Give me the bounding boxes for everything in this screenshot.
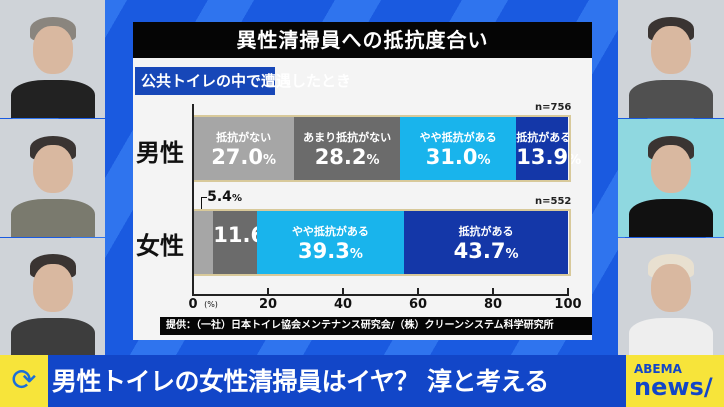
x-tick-mark [567,288,569,294]
segment-value: 13.9% [516,145,582,169]
x-tick-mark [267,288,269,294]
x-tick-mark [417,288,419,294]
x-tick-mark [192,288,194,294]
x-axis-unit: (%) [204,300,218,309]
segment-value: 28.2% [314,145,380,169]
segment-label: 抵抗がある [516,131,572,144]
bar-segment: 11.6% [213,209,278,276]
bar-segment: 抵抗がある 13.9% [516,115,582,182]
x-tick-label: 80 [483,297,503,312]
panelist-video [618,119,724,237]
bar-segment: 5.4% [193,189,242,276]
chart-title: 異性清掃員への抵抗度合い [133,22,592,58]
x-tick-label: 0 [188,297,198,312]
segment-value: 43.7% [453,239,519,263]
x-tick-label: 60 [408,297,428,312]
segment-label: やや抵抗がある [419,131,497,144]
bar-segment: やや抵抗がある 31.0% [400,115,517,182]
source-credit: 提供：（一社）日本トイレ協会メンテナンス研究会/（株）クリーンシステム科学研究所 [160,317,592,335]
news-ticker-bar [0,355,724,407]
bar-segment: やや抵抗がある 39.3% [256,209,405,276]
row-label-female: 女性 [136,232,184,260]
row-label-male: 男性 [136,139,184,167]
segment-value-callout: 5.4% [207,189,242,205]
x-tick-mark [342,288,344,294]
segment-label: あまり抵抗がない [303,131,392,144]
panelist-video [0,0,105,118]
sample-size-male: n=756 [535,102,572,113]
segment-value: 11.6% [213,223,278,247]
abema-news-logo: ABEMA news/ [626,355,724,407]
bar-segment: 抵抗がある 43.7% [404,209,568,276]
panelist-video [0,119,105,237]
x-tick-label: 20 [258,297,278,312]
bar-segment: 抵抗がない 27.0% [193,115,295,182]
callout-line [201,197,208,211]
ticker-headline: 男性トイレの女性清掃員はイヤ？ 淳と考える [52,367,549,396]
segment-value: 39.3% [298,239,363,263]
refresh-arrows-icon: ⟳ [0,355,48,407]
y-axis-line [192,104,194,296]
segment-label: やや抵抗がある [291,225,369,238]
x-tick-label: 40 [333,297,353,312]
bar-segment: あまり抵抗がない 28.2% [294,115,400,182]
segment-value: 31.0% [425,145,491,169]
x-tick-mark [492,288,494,294]
panelist-video [618,238,724,355]
segment-value: 27.0% [211,145,277,169]
segment-label: 抵抗がある [458,225,514,238]
panelist-video [0,238,105,355]
x-axis-line [192,294,569,296]
segment-label: 抵抗がない [216,131,272,144]
sample-size-female: n=552 [535,196,572,207]
panelist-video [618,0,724,118]
x-tick-label: 100 [554,297,582,312]
chart-subtitle: 公共トイレの中で遭遇したとき [135,67,351,95]
